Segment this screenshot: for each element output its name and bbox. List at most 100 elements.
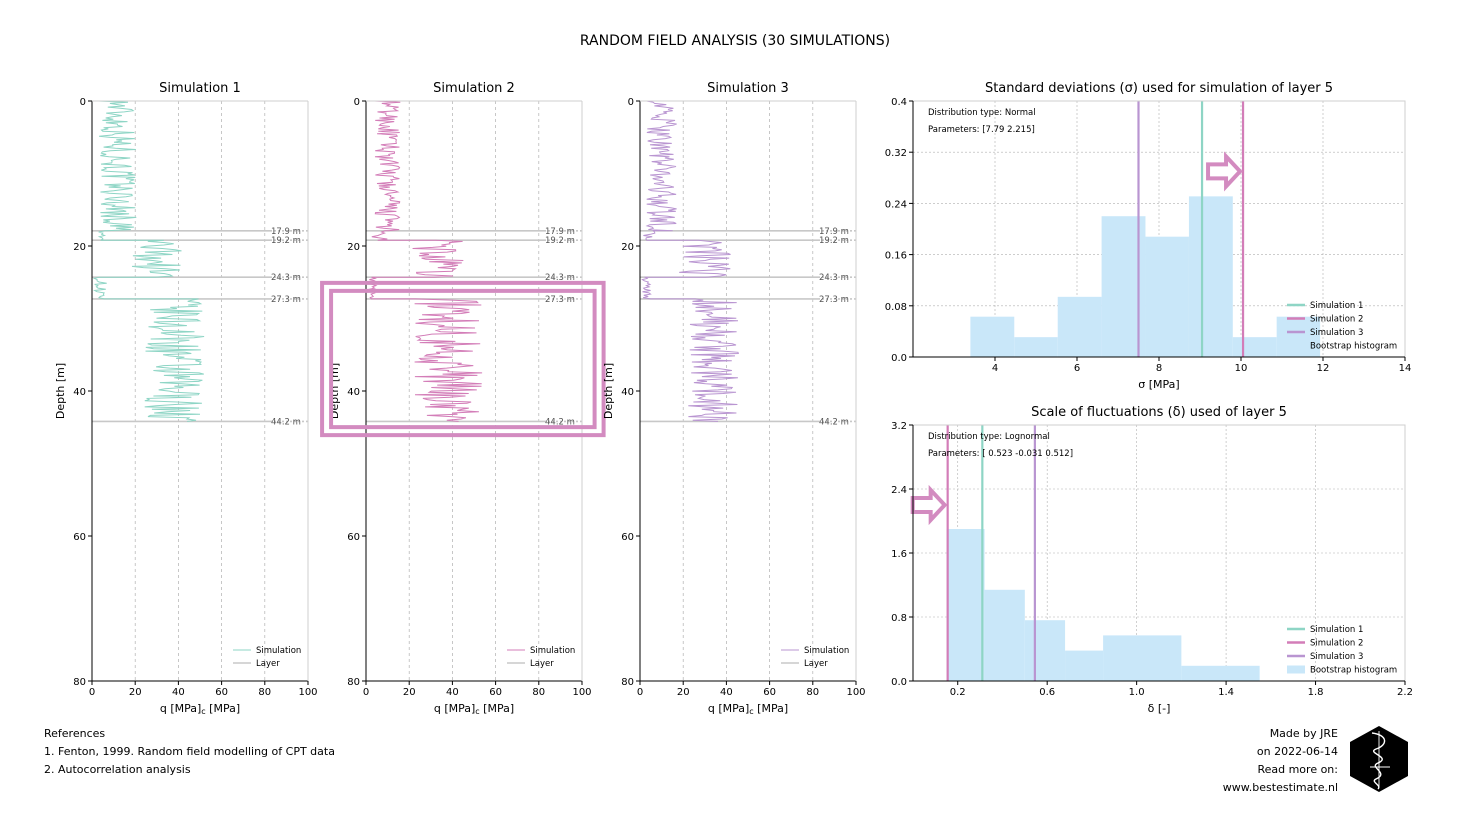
- x-axis-label-subscript: c: [475, 707, 479, 716]
- y-tick-label: 2.4: [891, 485, 907, 496]
- depth-panel-2: 17.9 m19.2 m 24.3 m 27.3 m 44.2 m 0 20 40 60 80 1…: [320, 81, 606, 716]
- x-tick-label: 0.6: [1039, 687, 1055, 698]
- y-tick-label: 0.32: [885, 148, 907, 159]
- histogram-bar: [1057, 296, 1102, 357]
- legend-swatch-bootstrap: [1287, 341, 1305, 350]
- y-tick-label: 0.4: [891, 97, 907, 108]
- credits-website-link[interactable]: www.bestestimate.nl: [1222, 781, 1338, 794]
- x-axis-label: q [MPa]c [MPa]: [160, 702, 240, 716]
- highlight-box-outer: [320, 280, 606, 438]
- legend-label: Bootstrap histogram: [1310, 666, 1397, 676]
- histogram-panel-2: Distribution type: Lognormal Parameters: …: [891, 405, 1413, 715]
- layer-label: 24.3 m: [271, 273, 301, 283]
- legend-label-layer: Layer: [530, 659, 554, 669]
- y-tick-label: 40: [347, 387, 360, 398]
- x-tick-label: 40: [172, 687, 185, 698]
- x-tick-label: 20: [677, 687, 690, 698]
- figure-title: RANDOM FIELD ANALYSIS (30 SIMULATIONS): [579, 33, 891, 49]
- chart-panels: 17.9 m19.2 m24.3 m27.3 m44.2 m0 20 40 60 80 1…: [54, 81, 1413, 716]
- histogram-bar: [1065, 650, 1104, 681]
- histogram-bar: [1024, 620, 1066, 681]
- legend-label-simulation: Simulation: [804, 646, 849, 656]
- layer-label: 17.9 m: [271, 227, 301, 237]
- credits-read-more: Read more on:: [1257, 763, 1338, 776]
- y-tick-label: 20: [621, 242, 634, 253]
- x-tick-label: 100: [846, 687, 865, 698]
- y-tick-label: 80: [621, 677, 634, 688]
- layer-label: 24.3 m: [545, 273, 575, 283]
- legend-label-simulation: Simulation: [256, 646, 301, 656]
- layer-label: 27.3 m: [271, 295, 301, 305]
- layer-label: 19.2 m: [271, 236, 301, 246]
- x-tick-label: 20: [129, 687, 142, 698]
- histogram-bar: [1145, 236, 1189, 357]
- x-axis-label-subscript: c: [201, 707, 205, 716]
- histogram-bar: [1103, 635, 1182, 681]
- layer-label: 44.2 m: [271, 417, 301, 427]
- legend-label: Simulation 3: [1310, 328, 1363, 338]
- legend-label: Simulation 1: [1310, 625, 1363, 635]
- x-tick-label: 2.2: [1397, 687, 1413, 698]
- histogram-bar: [970, 316, 1015, 357]
- y-tick-label: 0: [80, 97, 86, 108]
- reference-item-1: 1. Fenton, 1999. Random field modelling …: [44, 745, 335, 758]
- y-tick-label: 3.2: [891, 421, 907, 432]
- annotation-parameters: Parameters: [7.79 2.215]: [928, 125, 1035, 135]
- bestestimate-logo-icon: [1350, 726, 1408, 792]
- x-tick-label: 0: [89, 687, 95, 698]
- y-tick-label: 0.8: [891, 613, 907, 624]
- x-tick-label: 80: [806, 687, 819, 698]
- panel-title: Scale of fluctuations (δ) used of layer …: [1031, 405, 1287, 420]
- histogram-bar: [1181, 665, 1260, 681]
- panel-title: Standard deviations (σ) used for simulat…: [985, 81, 1333, 96]
- x-tick-label: 0: [637, 687, 643, 698]
- x-tick-label: 60: [763, 687, 776, 698]
- layer-label: 17.9 m: [819, 227, 849, 237]
- y-tick-label: 0.0: [891, 353, 907, 364]
- y-tick-label: 40: [621, 387, 634, 398]
- y-tick-label: 20: [347, 242, 360, 253]
- histogram-bar: [1188, 196, 1233, 357]
- x-tick-label: 100: [572, 687, 591, 698]
- x-tick-label: 1.8: [1308, 687, 1324, 698]
- legend-label-layer: Layer: [256, 659, 280, 669]
- layer-label: 19.2 m: [545, 236, 575, 246]
- x-tick-label: 10: [1235, 363, 1248, 374]
- y-tick-label: 20: [73, 242, 86, 253]
- x-axis-label: δ [-]: [1148, 702, 1171, 715]
- annotation-distribution: Distribution type: Lognormal: [928, 432, 1050, 442]
- y-tick-label: 1.6: [891, 549, 907, 560]
- credits-author: Made by JRE: [1269, 727, 1338, 740]
- histogram-bar: [1014, 337, 1058, 357]
- layer-label: 19.2 m: [819, 236, 849, 246]
- x-axis-label: q [MPa]c [MPa]: [434, 702, 514, 716]
- y-tick-label: 0: [354, 97, 360, 108]
- x-tick-label: 0.2: [950, 687, 966, 698]
- panel-title: Simulation 3: [707, 81, 789, 96]
- annotation-parameters: Parameters: [ 0.523 -0.031 0.512]: [928, 449, 1073, 459]
- histogram-bar: [1276, 316, 1321, 357]
- references-block: References 1. Fenton, 1999. Random field…: [44, 725, 335, 779]
- x-axis-label: q [MPa]c [MPa]: [708, 702, 788, 716]
- legend-label: Simulation 3: [1310, 652, 1363, 662]
- legend-label-simulation: Simulation: [530, 646, 575, 656]
- legend-label-layer: Layer: [804, 659, 828, 669]
- x-tick-label: 6: [1074, 363, 1080, 374]
- y-tick-label: 60: [621, 532, 634, 543]
- depth-panel-1: 17.9 m19.2 m 24.3 m 27.3 m 44.2 m 0 20 40 60 80 1…: [54, 81, 318, 716]
- credits-block: Made by JRE on 2022-06-14 Read more on: …: [1223, 725, 1338, 797]
- x-axis-label-unit: [MPa]: [206, 702, 240, 715]
- x-tick-label: 1.4: [1218, 687, 1234, 698]
- simulation-profile: [367, 100, 483, 422]
- y-axis-label: Depth [m]: [54, 363, 67, 419]
- x-tick-label: 100: [298, 687, 317, 698]
- legend-label: Simulation 2: [1310, 639, 1363, 649]
- x-tick-label: 4: [992, 363, 998, 374]
- simulation-profile: [92, 100, 205, 422]
- y-tick-label: 60: [73, 532, 86, 543]
- x-tick-label: 0: [363, 687, 369, 698]
- x-tick-label: 12: [1317, 363, 1330, 374]
- simulation-profile: [641, 100, 739, 422]
- y-tick-label: 0.08: [885, 302, 907, 313]
